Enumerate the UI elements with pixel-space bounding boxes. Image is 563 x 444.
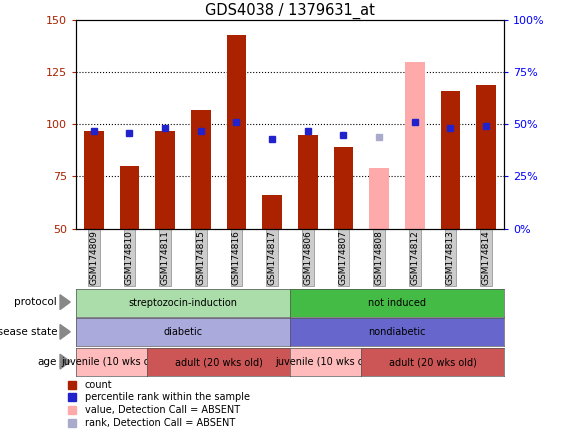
Bar — [120, 166, 139, 229]
Text: juvenile (10 wks old): juvenile (10 wks old) — [275, 357, 376, 367]
Bar — [298, 135, 318, 229]
Text: not induced: not induced — [368, 297, 426, 308]
Bar — [405, 62, 425, 229]
Bar — [191, 110, 211, 229]
Bar — [155, 131, 175, 229]
Text: percentile rank within the sample: percentile rank within the sample — [85, 392, 250, 402]
Text: streptozocin-induction: streptozocin-induction — [128, 297, 238, 308]
Polygon shape — [60, 295, 70, 309]
Text: rank, Detection Call = ABSENT: rank, Detection Call = ABSENT — [85, 418, 235, 428]
Polygon shape — [60, 325, 70, 339]
Bar — [84, 131, 104, 229]
Text: juvenile (10 wks old): juvenile (10 wks old) — [61, 357, 162, 367]
Text: diabetic: diabetic — [163, 327, 203, 337]
Text: age: age — [38, 357, 57, 367]
Bar — [476, 85, 496, 229]
Polygon shape — [60, 354, 70, 369]
Bar — [441, 91, 460, 229]
Title: GDS4038 / 1379631_at: GDS4038 / 1379631_at — [205, 2, 375, 19]
Text: adult (20 wks old): adult (20 wks old) — [388, 357, 476, 367]
Bar — [262, 195, 282, 229]
Text: protocol: protocol — [14, 297, 57, 307]
Text: adult (20 wks old): adult (20 wks old) — [175, 357, 262, 367]
Text: count: count — [85, 380, 113, 390]
Bar — [369, 168, 389, 229]
Text: disease state: disease state — [0, 327, 57, 337]
Bar — [227, 35, 246, 229]
Text: value, Detection Call = ABSENT: value, Detection Call = ABSENT — [85, 405, 240, 415]
Text: nondiabetic: nondiabetic — [368, 327, 426, 337]
Bar — [334, 147, 353, 229]
